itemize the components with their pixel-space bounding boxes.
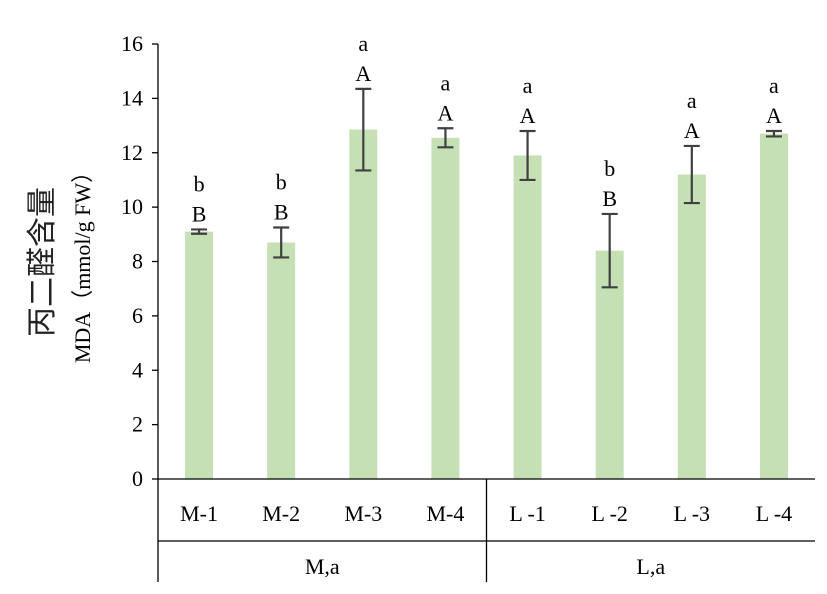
significance-lower-label: a <box>358 31 368 56</box>
significance-lower-label: a <box>687 88 697 113</box>
x-category-label: M-3 <box>344 501 382 526</box>
error-bars <box>191 87 782 289</box>
significance-upper-label: B <box>192 201 207 226</box>
x-axis: M-1 M-2 M-3 M-4 L -1 L -2 L -3 L -4 M,a L,a <box>157 478 815 582</box>
significance-lower-label: a <box>769 73 779 98</box>
x-category-label: L -4 <box>756 501 792 526</box>
significance-upper-label: B <box>602 186 617 211</box>
y-axis-label: MDA（mmol/g FW） <box>70 161 95 363</box>
significance-lower-label: b <box>604 156 615 181</box>
bar <box>267 242 296 479</box>
x-category-label: M-1 <box>180 501 218 526</box>
significance-upper-label: A <box>437 100 453 125</box>
significance-upper-label: A <box>684 118 700 143</box>
y-axis: 0 2 4 6 8 10 12 14 16 <box>121 31 159 491</box>
significance-lower-label: a <box>441 70 451 95</box>
significance-lower-label: a <box>523 73 533 98</box>
bar <box>759 133 788 479</box>
y-tick-label: 6 <box>132 303 143 328</box>
y-axis-label-chinese: 丙二醛含量 <box>25 187 60 337</box>
y-tick-label: 4 <box>132 357 143 382</box>
group-label: M,a <box>305 554 340 579</box>
y-tick-label: 14 <box>121 85 143 110</box>
y-tick-label: 10 <box>121 194 143 219</box>
y-axis-title: 丙二醛含量 MDA（mmol/g FW） <box>25 161 95 363</box>
bar <box>513 155 542 479</box>
x-category-label: M-4 <box>426 501 464 526</box>
significance-lower-label: b <box>194 171 205 196</box>
y-tick-label: 0 <box>132 466 143 491</box>
significance-lower-label: b <box>276 170 287 195</box>
bar <box>595 250 624 479</box>
x-category-label: M-2 <box>262 501 300 526</box>
group-label: L,a <box>636 554 665 579</box>
y-tick-label: 2 <box>132 412 143 437</box>
x-category-label: L -3 <box>674 501 710 526</box>
significance-upper-label: A <box>766 103 782 128</box>
x-category-label: L -1 <box>509 501 545 526</box>
bar <box>431 137 460 479</box>
y-tick-label: 8 <box>132 249 143 274</box>
bar <box>185 231 214 479</box>
bar <box>349 129 378 479</box>
y-tick-label: 16 <box>121 31 143 56</box>
significance-upper-label: A <box>520 103 536 128</box>
significance-upper-label: A <box>355 61 371 86</box>
y-tick-label: 12 <box>121 140 143 165</box>
bar <box>677 174 706 479</box>
significance-upper-label: B <box>274 200 289 225</box>
bars <box>185 129 788 479</box>
x-category-label: L -2 <box>591 501 627 526</box>
